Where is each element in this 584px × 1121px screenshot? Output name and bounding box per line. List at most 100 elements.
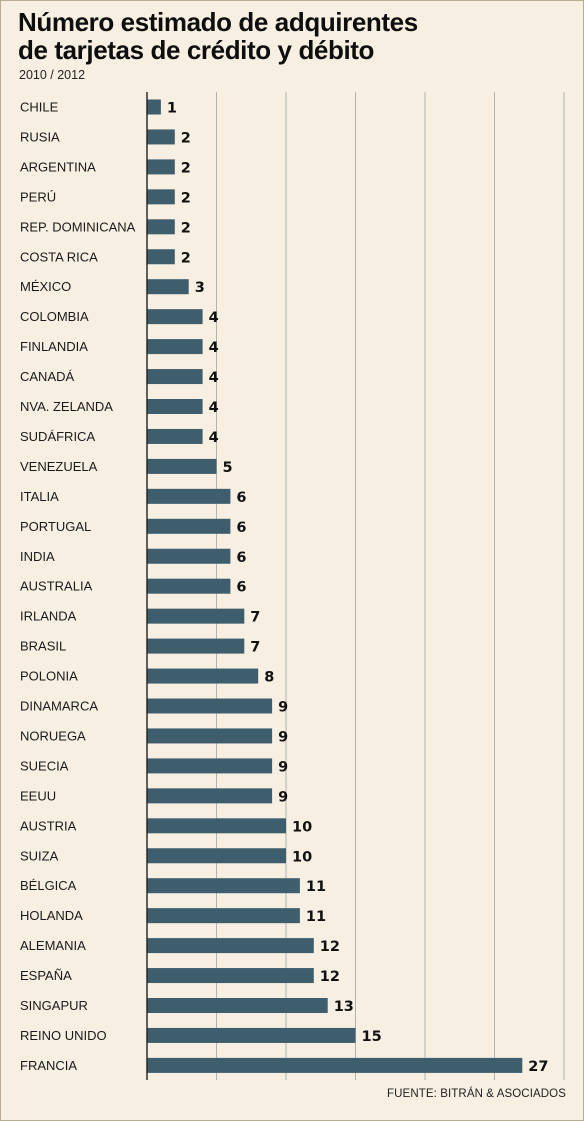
bar	[147, 818, 286, 834]
value-label: 12	[320, 969, 340, 985]
value-label: 1	[167, 101, 177, 117]
category-label: POLONIA	[20, 669, 78, 684]
category-label: ESPAÑA	[20, 968, 72, 983]
bar	[147, 428, 203, 444]
category-label: CANADÁ	[20, 369, 75, 384]
category-label: ITALIA	[20, 489, 59, 504]
category-label: DINAMARCA	[20, 699, 98, 714]
bar	[147, 698, 273, 714]
bar	[147, 638, 245, 654]
category-label: INDIA	[20, 549, 55, 564]
category-label: AUSTRALIA	[20, 579, 93, 594]
category-label: BRASIL	[20, 639, 66, 654]
source-note: FUENTE: BITRÁN & ASOCIADOS	[387, 1088, 566, 1100]
bar	[147, 878, 300, 894]
bar	[147, 279, 189, 295]
value-label: 13	[334, 999, 354, 1015]
category-label: FINLANDIA	[20, 339, 88, 354]
category-label: SUIZA	[20, 848, 59, 863]
value-label: 11	[306, 879, 326, 895]
category-label: COLOMBIA	[20, 309, 89, 324]
bar	[147, 159, 175, 175]
bar	[147, 968, 314, 984]
bar	[147, 189, 175, 205]
chart-title-line-1: Número estimado de adquirentes	[18, 7, 418, 37]
value-label: 9	[278, 759, 288, 775]
category-label: ALEMANIA	[20, 938, 86, 953]
bar	[147, 518, 231, 534]
bar	[147, 848, 286, 864]
value-label: 10	[292, 849, 312, 865]
bar	[147, 399, 203, 414]
bar	[147, 99, 161, 115]
category-label: IRLANDA	[20, 609, 77, 624]
bar	[147, 339, 203, 355]
value-label: 6	[236, 520, 246, 536]
category-label: EEUU	[20, 788, 56, 803]
value-label: 2	[181, 130, 191, 146]
value-label: 2	[181, 160, 191, 176]
value-label: 2	[181, 190, 191, 206]
category-label: SINGAPUR	[20, 998, 88, 1013]
value-label: 3	[195, 280, 205, 296]
bar	[147, 908, 300, 924]
category-label: HOLANDA	[20, 908, 83, 923]
value-label: 10	[292, 819, 312, 835]
bar	[147, 369, 203, 385]
value-label: 7	[250, 640, 260, 656]
bar	[147, 548, 231, 564]
category-label: SUDÁFRICA	[20, 429, 95, 444]
bar	[147, 998, 328, 1013]
category-label: PERÚ	[20, 189, 56, 204]
value-label: 4	[209, 430, 219, 446]
value-label: 11	[306, 909, 326, 925]
category-label: COSTA RICA	[20, 249, 98, 264]
value-label: 9	[278, 789, 288, 805]
value-label: 6	[236, 490, 246, 506]
bar	[147, 938, 314, 954]
value-label: 2	[181, 250, 191, 266]
category-label: SUECIA	[20, 758, 69, 773]
value-label: 4	[209, 400, 219, 416]
bar	[147, 249, 175, 265]
value-label: 9	[278, 700, 288, 716]
bar	[147, 608, 245, 624]
category-label: PORTUGAL	[20, 519, 91, 534]
bar	[147, 788, 273, 804]
chart-title: Número estimado de adquirentes de tarjet…	[18, 8, 578, 64]
category-label: RUSIA	[20, 129, 60, 144]
value-label: 9	[278, 729, 288, 745]
bar	[147, 458, 217, 474]
bar	[147, 1057, 523, 1073]
chart-title-line-2: de tarjetas de crédito y débito	[18, 35, 375, 65]
value-label: 8	[264, 670, 274, 686]
value-label: 27	[528, 1059, 548, 1075]
bar	[147, 728, 273, 744]
value-label: 7	[250, 610, 260, 626]
bar	[147, 578, 231, 594]
category-label: REP. DOMINICANA	[20, 219, 136, 234]
category-label: FRANCIA	[20, 1058, 77, 1073]
value-label: 12	[320, 939, 340, 955]
value-label: 6	[236, 580, 246, 596]
bar	[147, 758, 273, 774]
chart-subtitle: 2010 / 2012	[19, 68, 86, 82]
value-label: 5	[223, 460, 233, 476]
value-label: 2	[181, 220, 191, 236]
value-label: 15	[362, 1029, 382, 1045]
value-label: 4	[209, 310, 219, 326]
value-label: 4	[209, 370, 219, 386]
category-label: NVA. ZELANDA	[20, 399, 113, 414]
category-label: MÉXICO	[20, 279, 71, 294]
category-label: ARGENTINA	[20, 159, 96, 174]
category-label: BÉLGICA	[20, 878, 77, 893]
bar	[147, 668, 259, 684]
category-label: AUSTRIA	[20, 818, 77, 833]
bar	[147, 219, 175, 235]
category-label: REINO UNIDO	[20, 1028, 107, 1043]
value-label: 6	[236, 550, 246, 566]
category-label: VENEZUELA	[20, 459, 98, 474]
category-label: NORUEGA	[20, 728, 86, 743]
value-label: 4	[209, 340, 219, 356]
